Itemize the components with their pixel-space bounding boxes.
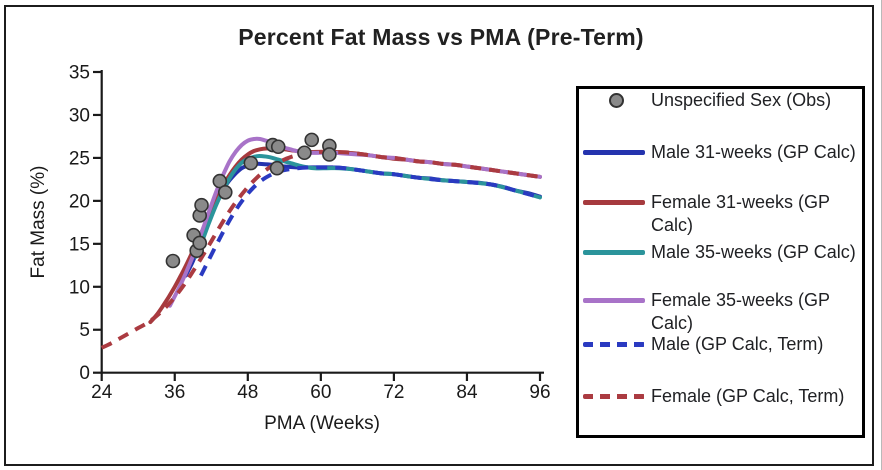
y-tick-label: 5: [79, 320, 90, 341]
line-swatch-icon: [583, 200, 645, 205]
scatter-point: [304, 132, 320, 148]
x-axis-label: PMA (Weeks): [264, 413, 380, 434]
x-tick-label: 60: [310, 382, 331, 403]
chart-title: Percent Fat Mass vs PMA (Pre-Term): [238, 24, 644, 50]
y-tick-label: 25: [69, 148, 90, 169]
dashed-line-swatch-icon: [583, 342, 645, 347]
legend-item-female-35-weeks: Female 35-weeks (GP Calc): [579, 289, 859, 335]
legend-item-female-31-weeks: Female 31-weeks (GP Calc): [579, 191, 859, 237]
curve-female-35-weeks-gp-calc: [167, 136, 542, 308]
y-tick-label: 35: [69, 63, 90, 84]
y-tick-label: 10: [69, 277, 90, 298]
x-tick-label: 48: [237, 382, 258, 403]
line-swatch-icon: [583, 250, 645, 255]
x-tick-label: 24: [91, 382, 113, 403]
scatter-point: [192, 235, 208, 251]
legend-item-female-term: Female (GP Calc, Term): [579, 385, 859, 408]
curve-male-31-weeks-gp-calc: [183, 161, 542, 278]
legend-item-male-31-weeks: Male 31-weeks (GP Calc): [579, 141, 859, 164]
x-tick-label: 72: [383, 382, 404, 403]
y-axis-label: Fat Mass (%): [28, 166, 49, 279]
y-tick-label: 30: [69, 105, 90, 126]
legend-label: Male 31-weeks (GP Calc): [651, 142, 856, 162]
scatter-point: [243, 155, 259, 171]
legend-label: Female 31-weeks (GP Calc): [651, 192, 831, 235]
line-swatch-icon: [583, 150, 645, 155]
legend-item-male-term: Male (GP Calc, Term): [579, 333, 859, 356]
scatter-point: [322, 147, 337, 162]
legend-label: Male 35-weeks (GP Calc): [651, 242, 856, 262]
scatter-point: [165, 253, 181, 269]
scatter-dot-icon: [609, 93, 624, 108]
scatter-point: [270, 139, 286, 155]
legend-label: Unspecified Sex (Obs): [651, 90, 832, 110]
y-tick-label: 0: [79, 363, 90, 384]
legend-label: Female (GP Calc, Term): [651, 386, 845, 406]
y-tick-label: 15: [69, 234, 90, 255]
dashed-line-swatch-icon: [583, 394, 645, 399]
legend-item-male-35-weeks: Male 35-weeks (GP Calc): [579, 241, 859, 264]
legend-label: Male (GP Calc, Term): [651, 334, 824, 354]
x-tick-label: 96: [529, 382, 550, 403]
legend-item-unspecified-obs: Unspecified Sex (Obs): [579, 89, 859, 112]
scatter-point: [297, 145, 312, 161]
curve-female-gp-calc-term: [100, 149, 541, 350]
legend-label: Female 35-weeks (GP Calc): [651, 290, 831, 333]
legend-box: Unspecified Sex (Obs) Male 31-weeks (GP …: [576, 86, 865, 438]
curve-male-gp-calc-term: [199, 165, 541, 277]
scatter-point: [269, 160, 285, 176]
y-tick-label: 20: [69, 191, 90, 212]
x-tick-label: 36: [164, 382, 185, 403]
curve-female-31-weeks-gp-calc: [148, 146, 542, 324]
scatter-point: [217, 184, 233, 200]
x-tick-label: 84: [456, 382, 478, 403]
scatter-point: [194, 197, 209, 213]
line-swatch-icon: [583, 298, 645, 303]
